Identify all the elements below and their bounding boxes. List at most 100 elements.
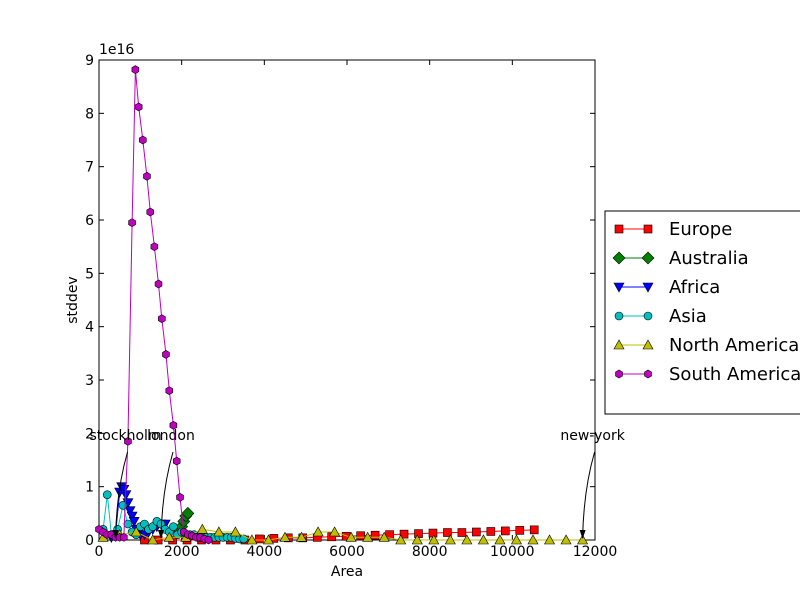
- data-point-north-america: [527, 534, 539, 545]
- data-point-north-america: [262, 534, 274, 545]
- legend-marker: [614, 224, 624, 234]
- data-point-south-america: [134, 102, 143, 112]
- annotation-label: london: [147, 428, 195, 444]
- data-point-south-america: [146, 207, 155, 217]
- data-point-europe: [370, 530, 380, 540]
- data-point-south-america: [204, 535, 213, 545]
- data-point-europe: [414, 529, 423, 538]
- x-tick-label: 12000: [573, 544, 618, 560]
- series-north-america: [97, 523, 589, 545]
- data-point-north-america: [246, 534, 258, 545]
- data-point-south-america: [120, 532, 128, 542]
- y-tick-label: 4: [85, 320, 94, 336]
- annotation-new-york: new-york: [560, 428, 626, 539]
- data-point-south-america: [169, 420, 178, 430]
- legend-frame: [604, 210, 800, 415]
- data-point-north-america: [312, 526, 324, 537]
- annotation-arrow: [582, 451, 596, 539]
- data-point-south-america: [165, 386, 174, 396]
- x-tick-label: 6000: [329, 544, 365, 560]
- data-point-europe: [472, 527, 481, 537]
- legend-item-africa: Africa: [613, 277, 720, 298]
- legend-label: South America: [669, 364, 800, 385]
- legend-label: Africa: [669, 277, 720, 298]
- x-tick-label: 10000: [490, 544, 535, 560]
- legend-label: Asia: [669, 306, 707, 327]
- data-point-asia: [169, 522, 178, 531]
- legend-marker: [612, 251, 626, 265]
- data-point-south-america: [139, 135, 147, 145]
- legend-item-south-america: South America: [615, 364, 800, 385]
- data-point-north-america: [494, 534, 506, 545]
- data-point-south-america: [143, 171, 151, 181]
- arrow-head: [579, 530, 586, 539]
- x-tick-label: 2000: [164, 544, 200, 560]
- data-point-north-america: [444, 534, 456, 545]
- legend-label: Europe: [669, 219, 732, 240]
- y-tick-label: 8: [85, 106, 94, 122]
- data-point-europe: [443, 528, 452, 537]
- data-point-north-america: [213, 526, 225, 537]
- data-point-asia: [102, 490, 112, 499]
- data-point-south-america: [131, 65, 140, 74]
- data-point-north-america: [163, 531, 175, 542]
- y-tick-label: 2: [85, 426, 94, 442]
- data-point-north-america: [560, 534, 572, 545]
- legend-marker: [642, 339, 654, 350]
- data-point-europe: [255, 534, 264, 544]
- data-point-north-america: [362, 531, 374, 542]
- legend-marker: [613, 339, 625, 350]
- data-point-europe: [356, 531, 365, 541]
- data-point-north-america: [329, 526, 341, 537]
- legend-item-asia: Asia: [614, 306, 707, 327]
- data-point-north-america: [544, 534, 556, 545]
- data-point-asia: [123, 519, 133, 529]
- data-point-europe: [486, 527, 496, 536]
- data-point-north-america: [411, 534, 423, 545]
- legend-marker: [643, 311, 653, 321]
- series-south-america: [95, 65, 213, 545]
- legend-item-europe: Europe: [614, 219, 732, 240]
- annotation-london: london: [147, 428, 195, 539]
- data-point-africa: [126, 511, 138, 522]
- data-point-north-america: [296, 531, 308, 542]
- y-tick-label: 6: [85, 213, 94, 229]
- x-axis-label: Area: [331, 564, 363, 580]
- data-point-south-america: [158, 314, 166, 324]
- data-point-south-america: [172, 456, 181, 466]
- y-offset-label: 1e16: [99, 42, 134, 58]
- annotation-stockholm: stockholm: [89, 428, 162, 539]
- y-tick-label: 5: [85, 266, 94, 282]
- legend-item-australia: Australia: [612, 248, 749, 269]
- legend-marker: [643, 224, 653, 234]
- legend-item-north-america: North America: [613, 335, 799, 356]
- data-point-north-america: [279, 531, 291, 542]
- x-tick-label: 4000: [247, 544, 283, 560]
- data-point-south-america: [176, 492, 184, 502]
- legend-marker: [644, 369, 652, 379]
- arrow-head: [158, 530, 164, 539]
- y-tick-label: 7: [85, 160, 94, 176]
- data-point-south-america: [128, 218, 136, 228]
- data-point-north-america: [577, 534, 589, 545]
- legend-marker: [641, 251, 655, 265]
- data-point-north-america: [477, 534, 489, 545]
- data-point-south-america: [150, 242, 159, 252]
- annotation-label: stockholm: [89, 428, 161, 444]
- y-tick-label: 3: [85, 373, 94, 389]
- legend: Europe Australia Africa Asia North America So…: [604, 210, 800, 415]
- data-point-south-america: [154, 279, 163, 289]
- data-point-australia: [181, 506, 195, 520]
- data-point-europe: [428, 528, 438, 538]
- data-point-north-america: [147, 534, 159, 545]
- data-point-north-america: [130, 526, 142, 537]
- y-tick-label: 9: [85, 53, 94, 69]
- legend-label: Australia: [669, 248, 749, 269]
- legend-marker: [642, 282, 654, 293]
- data-point-south-america: [124, 436, 132, 446]
- data-point-europe: [501, 526, 510, 536]
- legend-label: North America: [669, 335, 799, 356]
- data-point-europe: [529, 525, 539, 535]
- data-point-south-america: [162, 350, 170, 359]
- y-tick-label: 0: [85, 533, 94, 549]
